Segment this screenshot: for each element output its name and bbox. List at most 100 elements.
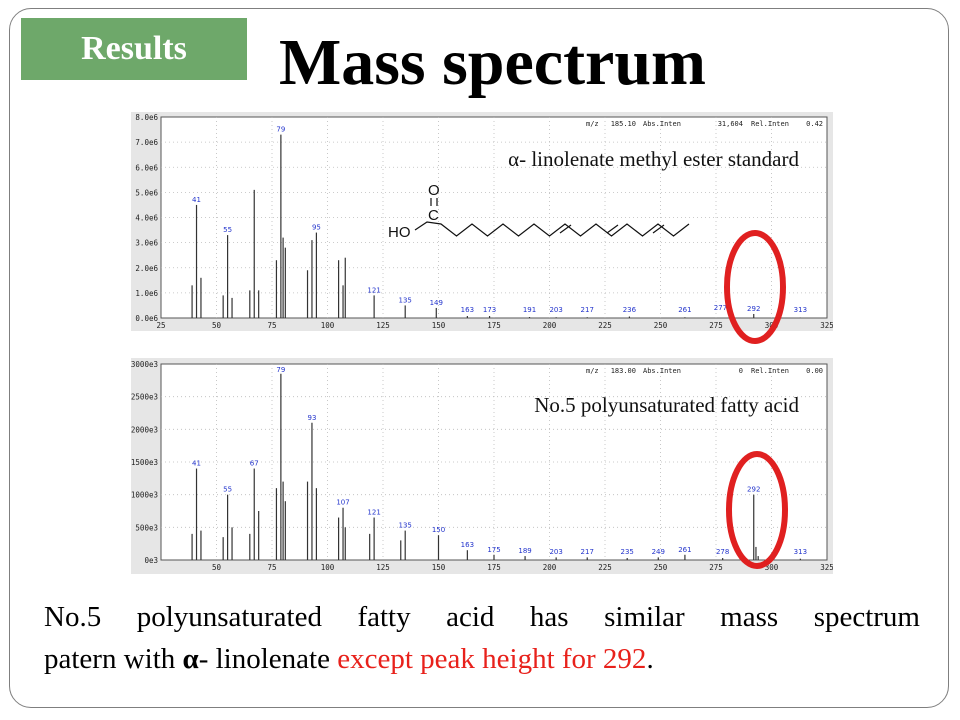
x-tick-label: 25 — [156, 321, 165, 330]
header-mz-label: m/z — [586, 367, 599, 375]
peak-label: 41 — [192, 460, 201, 468]
peak-label: 55 — [223, 226, 232, 234]
x-tick-label: 325 — [820, 563, 833, 572]
header-abs-label: Abs.Inten — [643, 367, 681, 375]
peak-label: 235 — [621, 548, 634, 556]
x-tick-label: 125 — [376, 563, 390, 572]
x-tick-label: 300 — [765, 563, 779, 572]
x-tick-label: 125 — [376, 321, 390, 330]
y-tick-label: 0e3 — [144, 556, 158, 565]
peak-label: 249 — [652, 548, 665, 556]
header-mz-value: 183.00 — [611, 367, 636, 375]
header-mz-label: m/z — [586, 120, 599, 128]
peak-label: 95 — [312, 224, 321, 232]
peak-label: 173 — [483, 306, 496, 314]
peak-label: 189 — [518, 547, 531, 555]
inset-label: α- linolenate methyl ester standard — [508, 147, 799, 171]
y-tick-label: 1.0e6 — [135, 289, 158, 298]
caption-highlight: except peak height for 292 — [337, 643, 647, 676]
x-tick-label: 200 — [543, 563, 557, 572]
carbon-chain — [414, 221, 690, 237]
caption-alpha: α — [182, 643, 199, 676]
slide-title: Mass spectrum — [278, 26, 707, 99]
x-tick-label: 150 — [432, 321, 446, 330]
peak-label: 217 — [581, 548, 594, 556]
y-tick-label: 1500e3 — [131, 458, 158, 467]
peak-label: 149 — [430, 299, 443, 307]
chemical-structure: OC HO — [388, 182, 690, 241]
peak-label: 313 — [794, 548, 807, 556]
peak-label: 313 — [794, 306, 807, 314]
peak-label: 203 — [549, 306, 562, 314]
x-tick-label: 275 — [709, 563, 723, 572]
header-abs-label: Abs.Inten — [643, 120, 681, 128]
header-rel-value: 0.00 — [806, 367, 823, 375]
peak-label: 292 — [747, 305, 760, 313]
x-tick-label: 100 — [321, 563, 335, 572]
y-tick-label: 2500e3 — [131, 393, 158, 402]
inset-label: No.5 polyunsaturated fatty acid — [534, 393, 799, 417]
peak-label: 277 — [714, 304, 727, 312]
header-rel-label: Rel.Inten — [751, 120, 789, 128]
peak-label: 217 — [581, 306, 594, 314]
y-tick-label: 500e3 — [135, 523, 158, 532]
peak-label: 135 — [399, 296, 412, 304]
y-tick-label: 3000e3 — [131, 360, 158, 369]
peak-label: 93 — [307, 414, 316, 422]
y-tick-label: 2.0e6 — [135, 264, 158, 273]
y-tick-label: 4.0e6 — [135, 214, 158, 223]
y-tick-label: 8.0e6 — [135, 113, 158, 122]
mass-spectrum-chart-1: 0.0e6 1.0e6 2.0e6 3.0e6 4.0e6 5.0e6 6.0e6 7.0e6… — [135, 113, 833, 330]
caption-text: No.5 polyunsaturated fatty acid has simi… — [44, 596, 920, 680]
spectrum-panel-1: 0.0e6 1.0e6 2.0e6 3.0e6 4.0e6 5.0e6 6.0e6 7.0e6… — [131, 112, 833, 331]
peak-label: 150 — [432, 526, 445, 534]
peak-label: 67 — [250, 460, 259, 468]
hydroxyl-label: HO — [388, 224, 411, 241]
header-abs-value: 31,604 — [718, 120, 743, 128]
caption-line-2-start: patern with — [44, 643, 183, 676]
x-tick-label: 225 — [598, 321, 612, 330]
peak-label: 55 — [223, 486, 232, 494]
peak-label: 163 — [461, 306, 474, 314]
x-tick-label: 50 — [212, 563, 222, 572]
x-tick-label: 225 — [598, 563, 612, 572]
results-badge: Results — [21, 18, 247, 80]
header-rel-value: 0.42 — [806, 120, 823, 128]
slide-frame — [9, 8, 949, 708]
y-tick-label: 0.0e6 — [135, 314, 158, 323]
x-tick-label: 275 — [709, 321, 723, 330]
peak-label: 292 — [747, 486, 760, 494]
x-tick-label: 200 — [543, 321, 557, 330]
y-tick-label: 7.0e6 — [135, 138, 158, 147]
x-tick-label: 250 — [654, 563, 668, 572]
x-tick-label: 250 — [654, 321, 668, 330]
peak-label: 261 — [678, 546, 691, 554]
double-bond — [606, 224, 619, 234]
peak-label: 175 — [487, 546, 500, 554]
x-tick-label: 300 — [765, 321, 779, 330]
peak-label: 203 — [549, 548, 562, 556]
double-bond — [559, 224, 572, 234]
y-tick-label: 5.0e6 — [135, 188, 158, 197]
header-mz-value: 185.10 — [611, 120, 636, 128]
x-tick-label: 175 — [487, 321, 501, 330]
oxygen-label: O — [428, 182, 440, 199]
x-tick-label: 175 — [487, 563, 501, 572]
spectrum-panel-2: 0e3 500e3 1000e3 1500e3 2000e3 2500e3 3000e3 50… — [131, 358, 833, 574]
peak-label: 121 — [367, 509, 380, 517]
x-tick-label: 75 — [267, 563, 276, 572]
carbon-label: C — [428, 207, 439, 224]
x-tick-label: 325 — [820, 321, 833, 330]
peak-label: 121 — [367, 286, 380, 294]
header-abs-value: 0 — [739, 367, 743, 375]
peak-label: 107 — [336, 499, 349, 507]
double-bond — [652, 224, 665, 234]
x-tick-label: 150 — [432, 563, 446, 572]
y-tick-label: 6.0e6 — [135, 163, 158, 172]
caption-line-2: patern with α- linolenate except peak he… — [44, 638, 920, 680]
peak-label: 79 — [276, 366, 285, 374]
y-tick-label: 1000e3 — [131, 491, 158, 500]
x-tick-label: 50 — [212, 321, 222, 330]
x-tick-label: 100 — [321, 321, 335, 330]
header-rel-label: Rel.Inten — [751, 367, 789, 375]
